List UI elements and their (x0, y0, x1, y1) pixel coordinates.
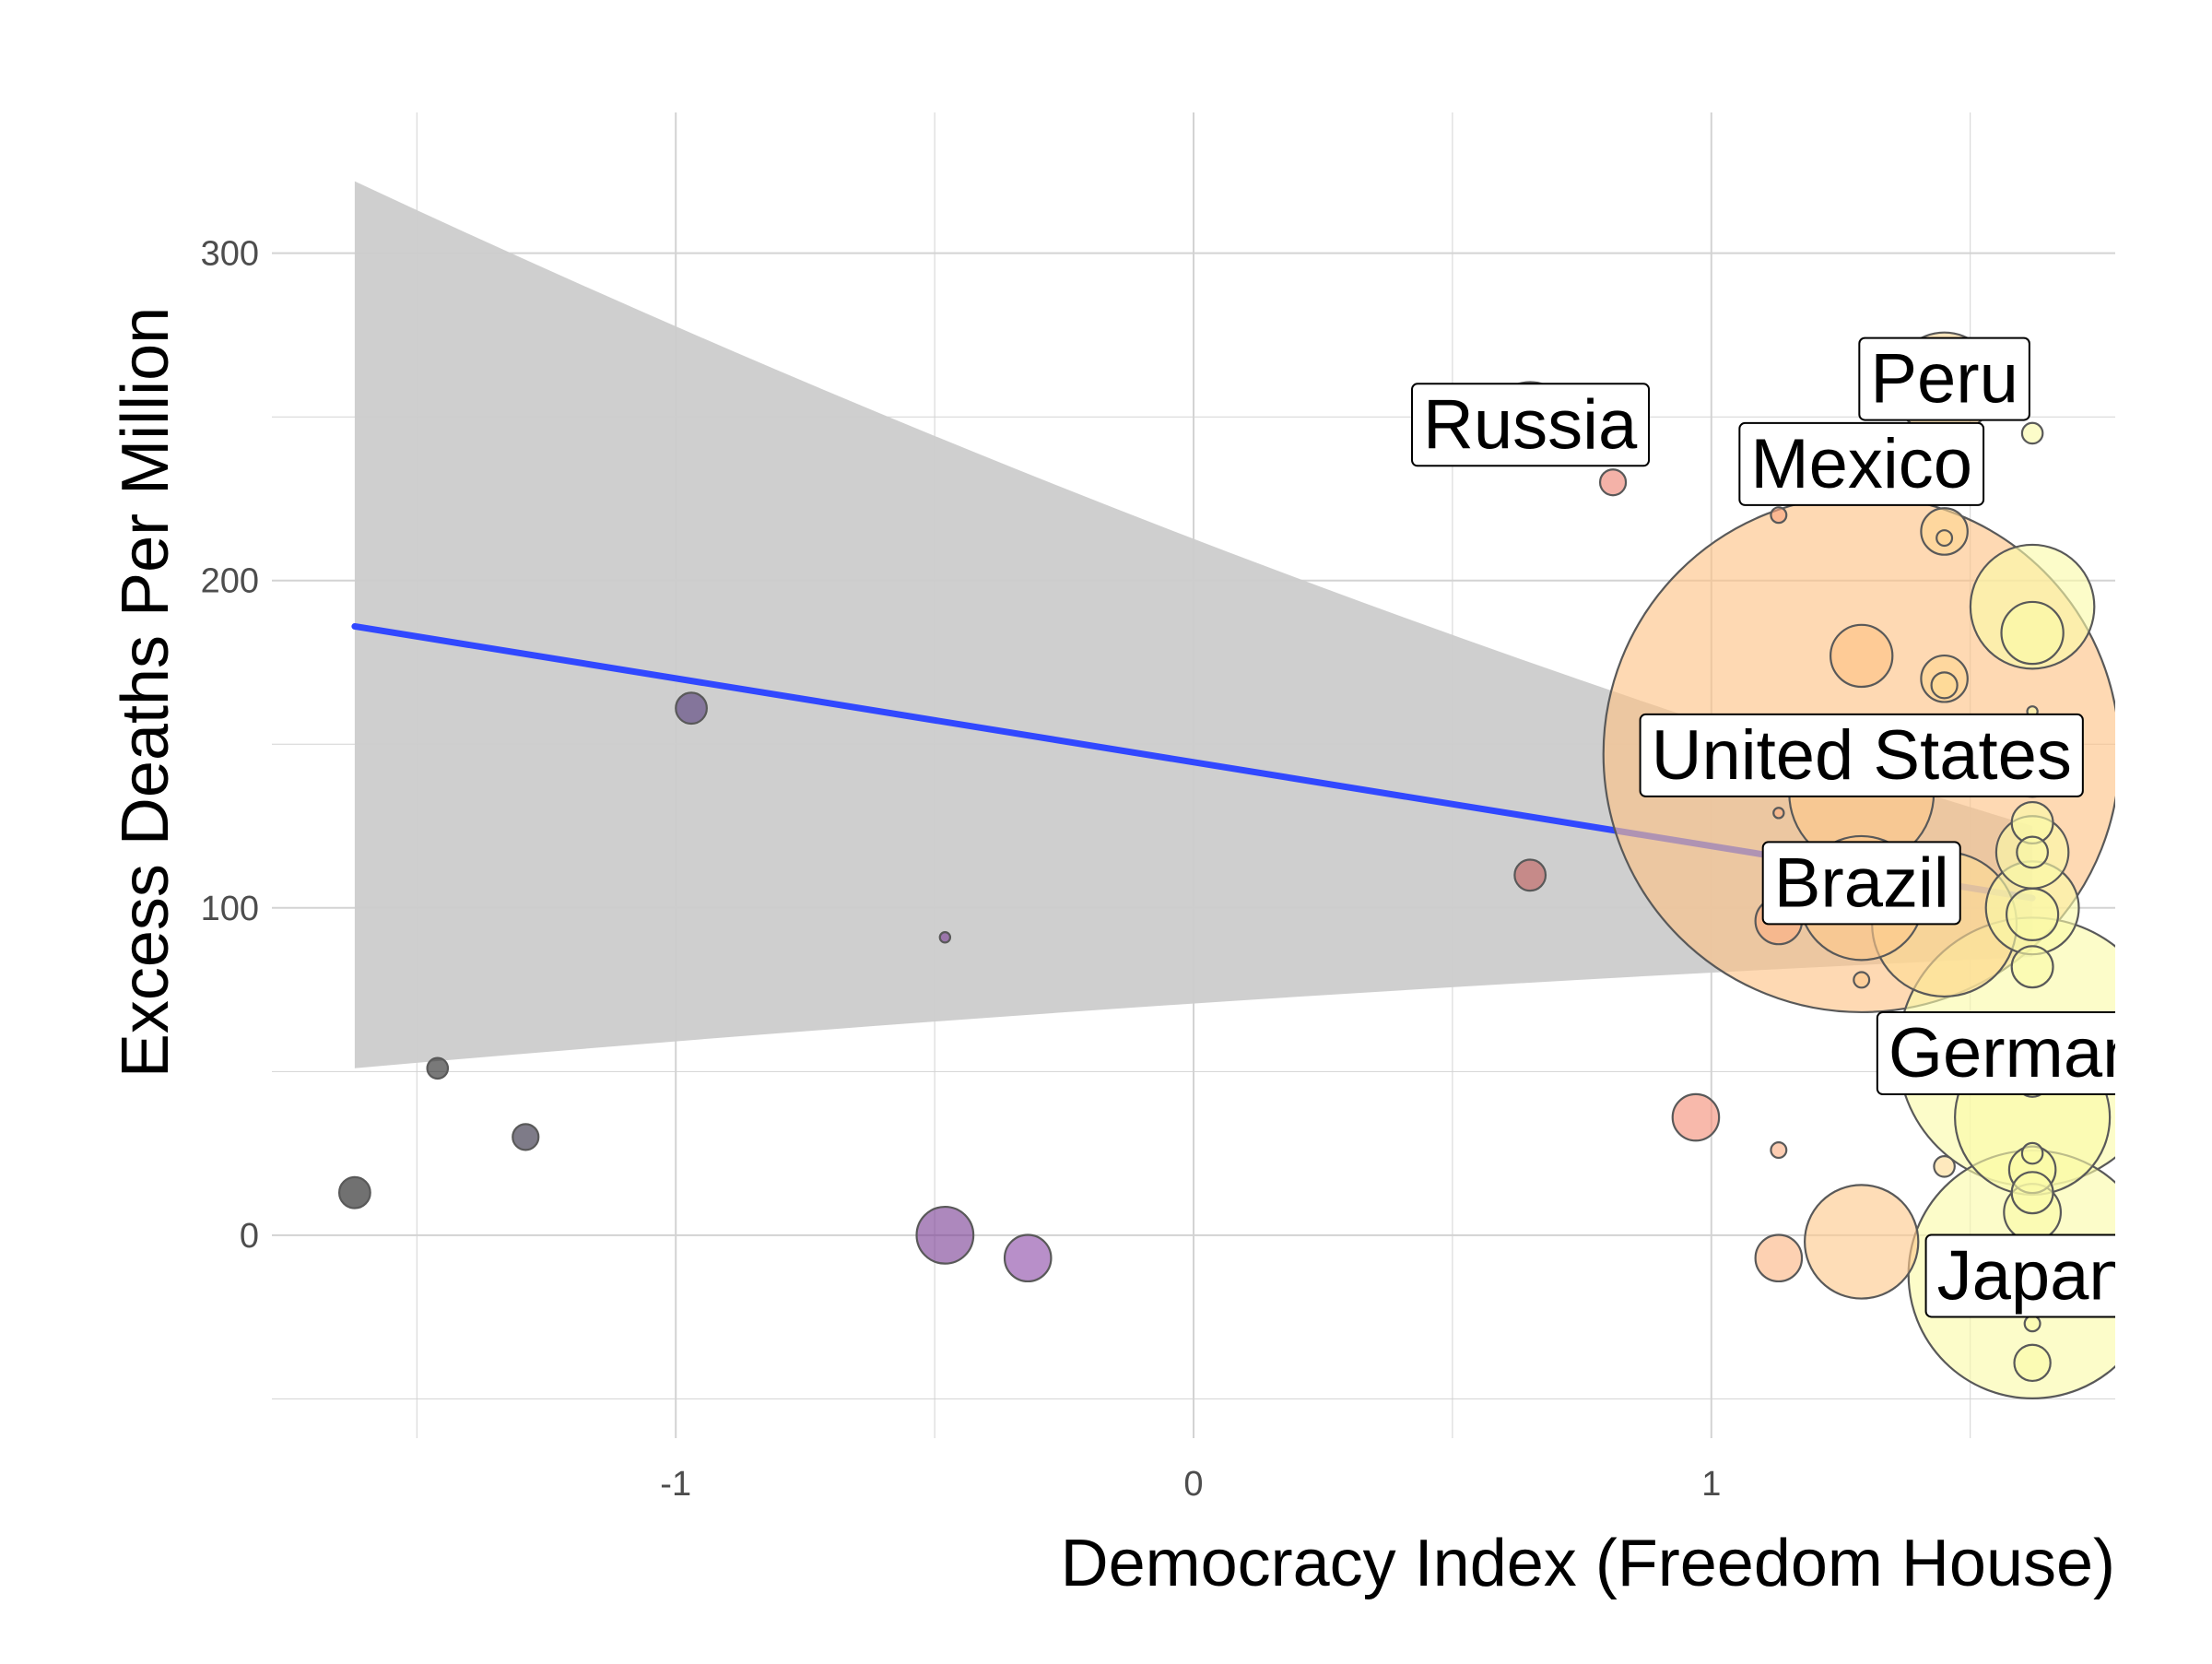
confidence-band (354, 181, 2033, 1068)
country-label-text: Germany (1888, 1014, 2177, 1092)
y-tick-label: 300 (201, 235, 259, 274)
country-label-box (1858, 336, 2030, 421)
x-tick-label: 1 (1701, 1465, 1721, 1504)
y-tick-label: 100 (201, 890, 259, 928)
x-tick-label: -1 (660, 1465, 691, 1504)
data-point (1513, 858, 1547, 892)
country-label-box (1761, 841, 1961, 926)
axes: Democracy Index (Freedom House) Excess D… (109, 307, 2115, 1600)
country-label-box (1738, 421, 1985, 506)
x-tick-label: 0 (1183, 1465, 1203, 1504)
data-point (1936, 529, 1954, 548)
data-point (1772, 807, 1785, 820)
data-point (1598, 468, 1628, 497)
data-point (1853, 971, 1871, 989)
x-axis-title: Democracy Index (Freedom House) (1061, 1527, 2115, 1600)
data-point (1770, 1141, 1788, 1160)
y-axis-title: Excess Deaths Per Million (109, 307, 182, 1078)
country-label: Russia (1411, 383, 1651, 467)
country-label-box (1876, 1011, 2115, 1096)
country-label: Japan (1924, 1233, 2128, 1318)
data-point (1830, 623, 1894, 689)
country-label: Peru (1858, 336, 2030, 421)
data-point (1933, 1154, 1956, 1178)
data-point (1804, 1184, 1920, 1300)
country-label-text: Brazil (1774, 844, 1949, 922)
country-label-text: United States (1652, 716, 2072, 795)
data-point (2006, 887, 2060, 942)
y-tick-label: 200 (201, 562, 259, 601)
data-point (2016, 835, 2050, 869)
data-point (2023, 1315, 2041, 1333)
data-point (426, 1056, 450, 1080)
country-label-text: Japan (1937, 1236, 2128, 1315)
data-point (938, 931, 952, 944)
country-label-box (1639, 713, 2084, 797)
data-point (1003, 1233, 1053, 1283)
data-point (1671, 1092, 1721, 1142)
data-point (2020, 1141, 2044, 1165)
y-tick-label: 0 (240, 1217, 259, 1256)
data-point (337, 1175, 371, 1210)
country-label: Brazil (1761, 841, 1961, 926)
confidence-band-area (354, 181, 2033, 1068)
data-point (1930, 671, 1959, 700)
data-point (1770, 506, 1788, 525)
country-label: United States (1639, 713, 2084, 797)
country-label: Mexico (1738, 421, 1985, 506)
country-label-text: Russia (1423, 385, 1638, 464)
country-label-text: Peru (1870, 340, 2018, 419)
data-point (2000, 600, 2065, 666)
country-label-box (1924, 1233, 2115, 1318)
data-point (512, 1123, 540, 1151)
data-point (675, 691, 708, 726)
data-point (1754, 1233, 1804, 1283)
data-point (2010, 1171, 2054, 1215)
data-point (2020, 421, 2044, 445)
country-label: Germany (1876, 1011, 2177, 1096)
country-label-box (1411, 383, 1651, 467)
data-point (915, 1205, 975, 1265)
country-label-text: Mexico (1750, 425, 1972, 503)
data-point (2010, 945, 2054, 989)
data-point (2013, 1343, 2052, 1383)
